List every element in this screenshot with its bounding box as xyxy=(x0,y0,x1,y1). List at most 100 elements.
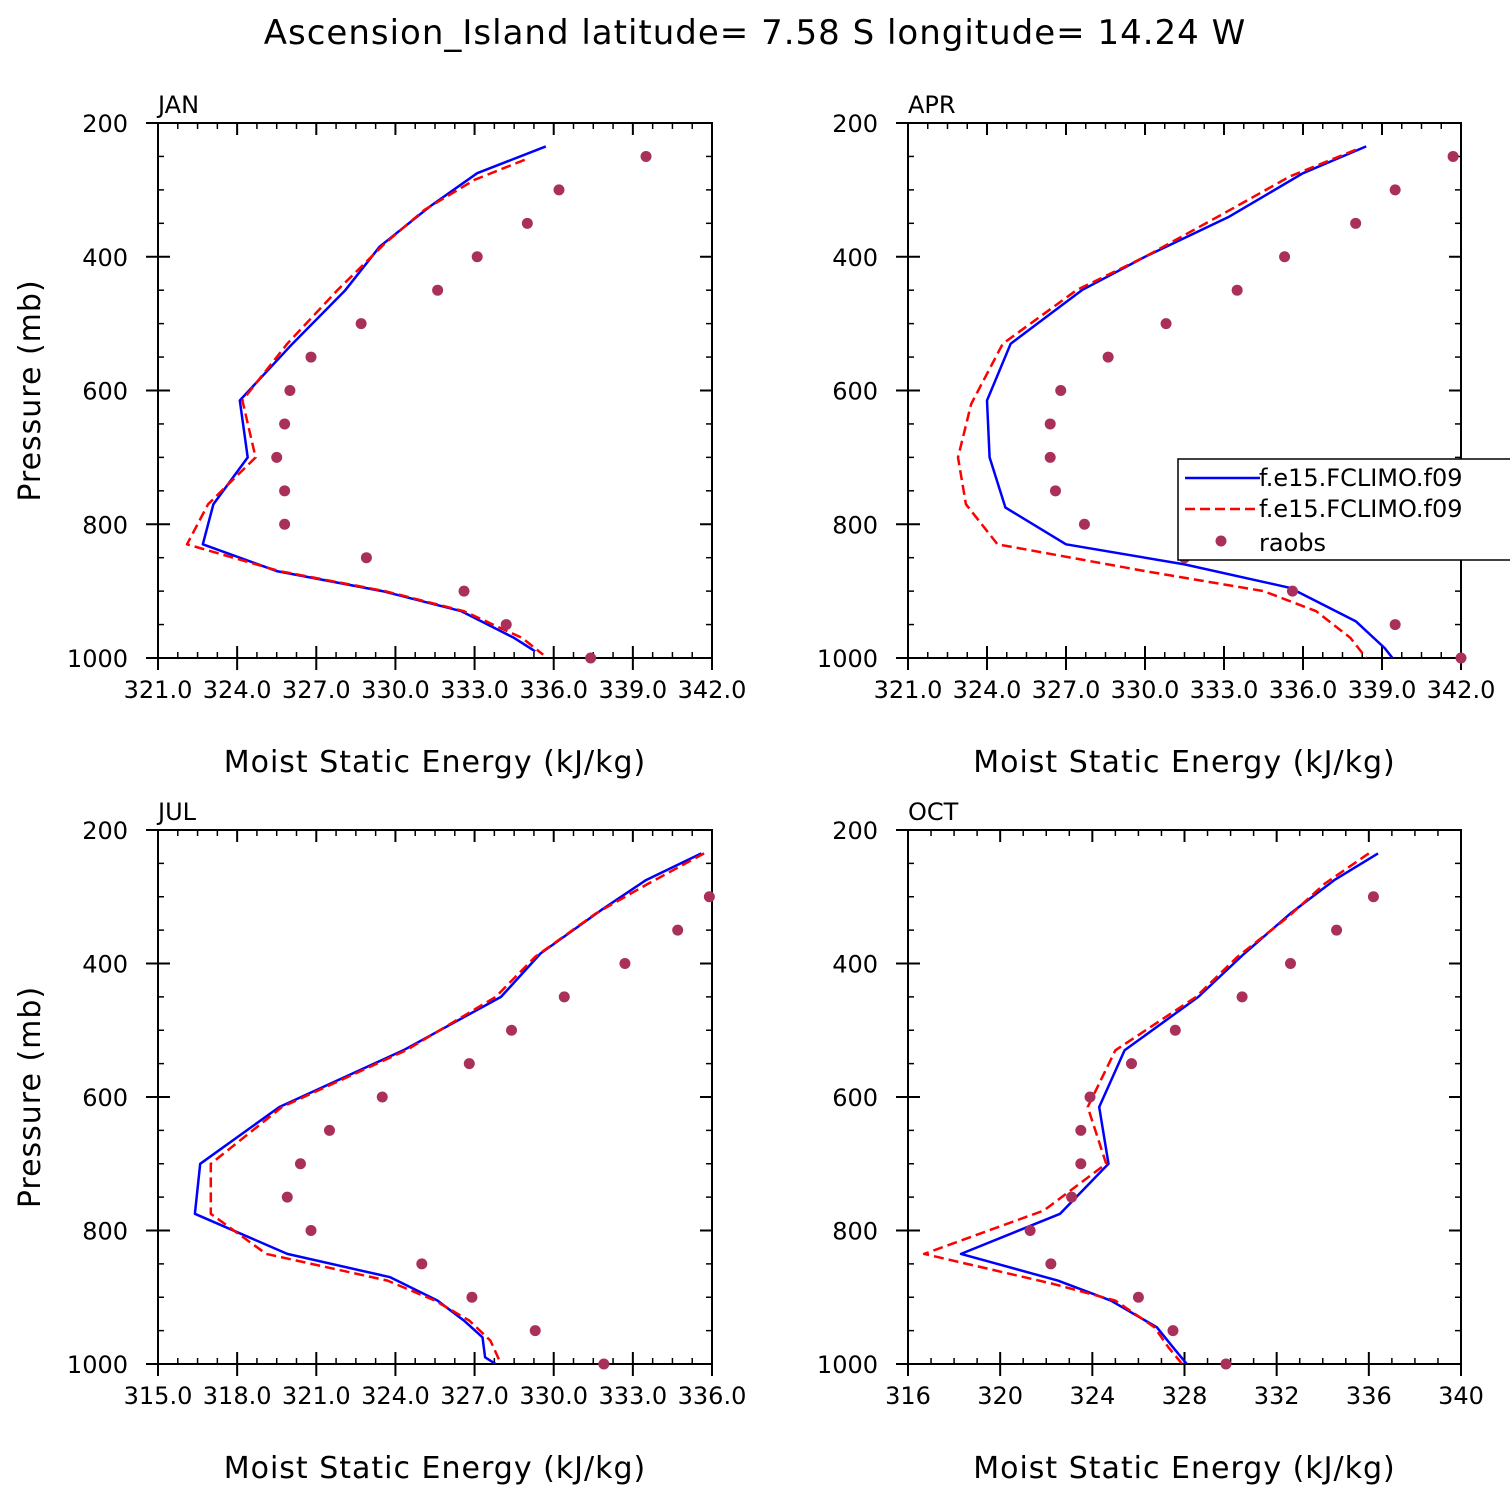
raobs-point xyxy=(1231,284,1243,296)
raobs-point xyxy=(294,1158,306,1170)
raobs-point xyxy=(471,251,483,263)
raobs-point xyxy=(553,184,565,196)
raobs-point xyxy=(284,385,296,396)
legend: f.e15.FCLIMO.f09 f.e15.FCLIMO.f09 raobs xyxy=(1177,458,1510,561)
y-tick-label: 200 xyxy=(832,817,878,845)
raobs-point xyxy=(598,1358,610,1370)
x-tick-label: 342.0 xyxy=(678,676,747,704)
x-tick-label: 324 xyxy=(1069,1382,1115,1410)
legend-entry: raobs xyxy=(1259,529,1326,557)
raobs-point xyxy=(1286,585,1298,597)
raobs-point xyxy=(1078,518,1090,530)
x-tick-label: 336.0 xyxy=(1269,676,1338,704)
raobs-point xyxy=(463,1058,475,1070)
raobs-point xyxy=(466,1291,478,1303)
raobs-point xyxy=(1160,318,1172,330)
y-tick-label: 600 xyxy=(82,378,128,406)
raobs-point xyxy=(355,318,367,330)
raobs-point xyxy=(1132,1291,1144,1303)
raobs-point xyxy=(1055,385,1067,396)
panel-label: APR xyxy=(908,91,956,119)
y-tick-label: 200 xyxy=(832,110,878,138)
y-tick-label: 600 xyxy=(832,378,878,406)
raobs-point xyxy=(1126,1058,1138,1070)
y-tick-label: 800 xyxy=(82,1218,128,1246)
model-line-solid xyxy=(193,852,702,1364)
raobs-point xyxy=(305,1225,317,1236)
x-tick-label: 316 xyxy=(885,1382,931,1410)
x-tick-label: 342.0 xyxy=(1427,676,1496,704)
x-tick-label: 324.0 xyxy=(361,1382,430,1410)
x-tick-label: 339.0 xyxy=(1348,676,1417,704)
x-axis-label: Moist Static Energy (kJ/kg) xyxy=(224,745,647,780)
x-tick-label: 336 xyxy=(1346,1382,1392,1410)
raobs-point xyxy=(672,924,684,936)
y-tick-label: 1000 xyxy=(817,1351,878,1379)
plot-frame xyxy=(157,829,713,1365)
raobs-point xyxy=(1455,652,1467,664)
raobs-point xyxy=(1044,451,1056,463)
raobs-point xyxy=(506,1024,518,1036)
x-tick-label: 328 xyxy=(1162,1382,1208,1410)
x-tick-label: 324.0 xyxy=(953,676,1022,704)
raobs-point xyxy=(640,150,652,162)
x-axis-label: Moist Static Energy (kJ/kg) xyxy=(973,1451,1396,1486)
raobs-point xyxy=(619,958,631,969)
x-tick-label: 330.0 xyxy=(361,676,430,704)
raobs-point xyxy=(1075,1158,1087,1170)
raobs-point xyxy=(1167,1325,1179,1337)
model-line-solid xyxy=(201,145,547,653)
raobs-point xyxy=(1084,1091,1096,1103)
raobs-point xyxy=(1389,619,1401,631)
raobs-point xyxy=(1331,924,1343,936)
panel-label: JUL xyxy=(156,798,197,826)
raobs-point xyxy=(279,418,291,430)
x-tick-label: 332 xyxy=(1254,1382,1300,1410)
raobs-point xyxy=(281,1191,293,1203)
model-line-solid xyxy=(959,852,1379,1364)
raobs-point xyxy=(1236,991,1248,1003)
raobs-point xyxy=(432,284,444,296)
x-tick-label: 327.0 xyxy=(282,676,351,704)
raobs-point xyxy=(558,991,570,1003)
raobs-point xyxy=(1045,1258,1057,1270)
raobs-point xyxy=(1284,958,1296,969)
raobs-point xyxy=(1367,891,1379,903)
plot-area xyxy=(922,852,1379,1364)
x-tick-label: 340 xyxy=(1438,1382,1484,1410)
raobs-point xyxy=(1066,1191,1078,1203)
raobs-point xyxy=(271,451,283,463)
panel-oct: OCT 316 320 324 328 332 336 340 200 400 600 800 1000… xyxy=(817,798,1484,1486)
raobs-point xyxy=(305,351,317,363)
raobs-point xyxy=(529,1325,541,1337)
raobs-point xyxy=(703,891,715,903)
y-tick-label: 800 xyxy=(82,511,128,539)
raobs-point xyxy=(1447,150,1459,162)
x-axis-label: Moist Static Energy (kJ/kg) xyxy=(224,1451,647,1486)
raobs-point xyxy=(416,1258,428,1270)
plot-area xyxy=(956,145,1394,658)
legend-entry: f.e15.FCLIMO.f09 xyxy=(1259,464,1463,492)
raobs-point xyxy=(1169,1024,1181,1036)
x-tick-label: 336.0 xyxy=(519,676,588,704)
y-tick-label: 400 xyxy=(82,244,128,272)
x-tick-label: 318.0 xyxy=(203,1382,272,1410)
y-tick-label: 1000 xyxy=(67,645,128,673)
raobs-point xyxy=(1220,1358,1232,1370)
raobs-point xyxy=(1350,217,1362,229)
raobs-point xyxy=(1044,418,1056,430)
y-tick-label: 200 xyxy=(82,817,128,845)
panel-apr: APR 321.0 324.0 327.0 330.0 333.0 336.0 339.0 34… xyxy=(817,91,1495,780)
panel-label: OCT xyxy=(908,798,959,826)
raobs-point xyxy=(1389,184,1401,196)
model-line-dashed xyxy=(209,852,705,1364)
x-tick-label: 333.0 xyxy=(598,1382,667,1410)
x-tick-label: 324.0 xyxy=(203,676,272,704)
legend-entry: f.e15.FCLIMO.f09 xyxy=(1259,495,1463,523)
model-line-dashed xyxy=(185,158,544,656)
model-line-dashed xyxy=(956,148,1368,658)
model-line-solid xyxy=(985,145,1394,658)
x-tick-label: 321.0 xyxy=(124,676,193,704)
x-tick-label: 327.0 xyxy=(1032,676,1101,704)
